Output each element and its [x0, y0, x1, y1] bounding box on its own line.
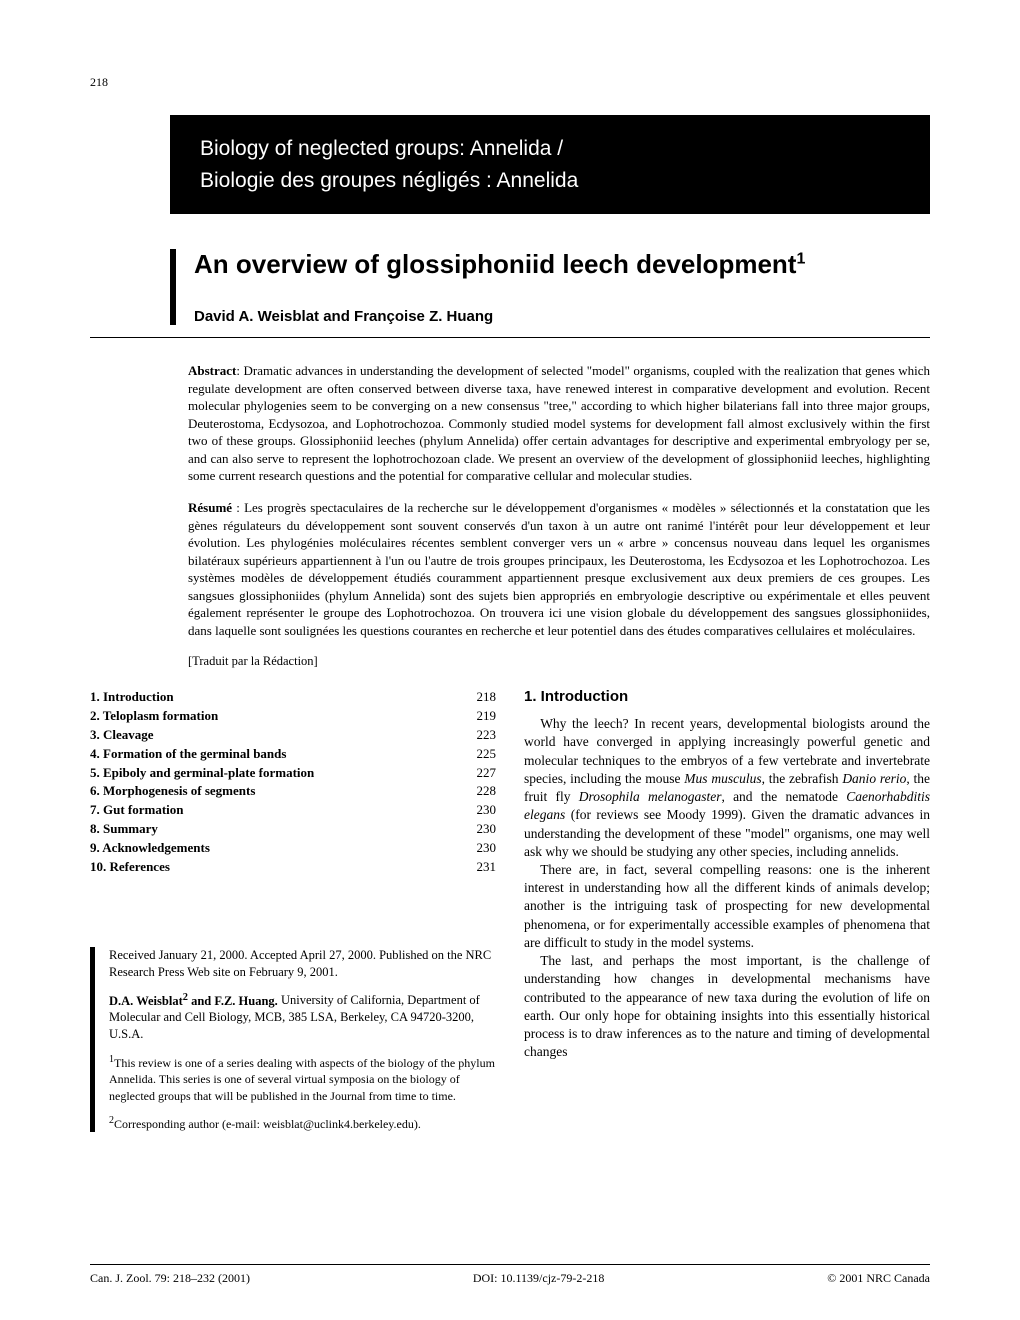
footer-citation: Can. J. Zool. 79: 218–232 (2001) [90, 1271, 250, 1286]
series-banner: Biology of neglected groups: Annelida / … [170, 115, 930, 214]
abstract-block: Abstract: Dramatic advances in understan… [188, 362, 930, 670]
title-footnote-mark: 1 [796, 250, 805, 267]
body-text: (for reviews see Moody 1999). Given the … [524, 807, 930, 858]
page-number: 218 [90, 75, 108, 90]
series-line-2: Biologie des groupes négligés : Annelida [200, 165, 900, 197]
toc-label: 10. References [90, 858, 448, 877]
title-text: An overview of glossiphoniid leech devel… [194, 249, 796, 279]
toc-page: 230 [448, 801, 496, 820]
horizontal-rule [90, 337, 930, 338]
abstract-label: Abstract [188, 363, 236, 378]
resume-label: Résumé [188, 500, 232, 515]
toc-row: 3. Cleavage223 [90, 726, 496, 745]
species-name: Drosophila melanogaster [579, 789, 722, 804]
toc-label: 2. Teloplasm formation [90, 707, 448, 726]
toc-page: 223 [448, 726, 496, 745]
footnote-2-text: Corresponding author (e-mail: weisblat@u… [114, 1117, 421, 1131]
two-column-body: 1. Introduction218 2. Teloplasm formatio… [90, 688, 930, 1132]
article-info-box: Received January 21, 2000. Accepted Apri… [90, 947, 496, 1132]
footnote-1: 1This review is one of a series dealing … [109, 1053, 496, 1104]
affiliation-line: D.A. Weisblat2 and F.Z. Huang. Universit… [109, 990, 496, 1043]
section-heading-introduction: 1. Introduction [524, 688, 930, 705]
toc-label: 1. Introduction [90, 688, 448, 707]
toc-row: 7. Gut formation230 [90, 801, 496, 820]
resume-text: : Les progrès spectaculaires de la reche… [188, 500, 930, 638]
article-title: An overview of glossiphoniid leech devel… [194, 249, 930, 280]
toc-row: 9. Acknowledgements230 [90, 839, 496, 858]
footnote-2: 2Corresponding author (e-mail: weisblat@… [109, 1114, 496, 1132]
page-footer: Can. J. Zool. 79: 218–232 (2001) DOI: 10… [90, 1264, 930, 1286]
right-column: 1. Introduction Why the leech? In recent… [524, 688, 930, 1132]
toc-label: 5. Epiboly and germinal-plate formation [90, 764, 448, 783]
series-line-1: Biology of neglected groups: Annelida / [200, 133, 900, 165]
toc-label: 9. Acknowledgements [90, 839, 448, 858]
toc-label: 4. Formation of the germinal bands [90, 745, 448, 764]
body-text: , the zebrafish [762, 771, 843, 786]
toc-label: 6. Morphogenesis of segments [90, 782, 448, 801]
species-name: Mus musculus [684, 771, 761, 786]
footnote-1-text: This review is one of a series dealing w… [109, 1056, 495, 1102]
toc-label: 7. Gut formation [90, 801, 448, 820]
toc-row: 10. References231 [90, 858, 496, 877]
toc-row: 8. Summary230 [90, 820, 496, 839]
toc-page: 225 [448, 745, 496, 764]
toc-page: 228 [448, 782, 496, 801]
body-paragraph: Why the leech? In recent years, developm… [524, 715, 930, 861]
toc-row: 1. Introduction218 [90, 688, 496, 707]
body-paragraph: The last, and perhaps the most important… [524, 952, 930, 1061]
title-block: An overview of glossiphoniid leech devel… [170, 249, 930, 325]
toc-label: 3. Cleavage [90, 726, 448, 745]
toc-page: 230 [448, 820, 496, 839]
left-column: 1. Introduction218 2. Teloplasm formatio… [90, 688, 496, 1132]
toc-row: 2. Teloplasm formation219 [90, 707, 496, 726]
toc-page: 219 [448, 707, 496, 726]
received-line: Received January 21, 2000. Accepted Apri… [109, 947, 496, 981]
table-of-contents: 1. Introduction218 2. Teloplasm formatio… [90, 688, 496, 876]
abstract-text: : Dramatic advances in understanding the… [188, 363, 930, 483]
footer-doi: DOI: 10.1139/cjz-79-2-218 [473, 1271, 605, 1286]
affil-name1: D.A. Weisblat [109, 994, 183, 1008]
author-list: David A. Weisblat and Françoise Z. Huang [194, 308, 930, 325]
toc-row: 4. Formation of the germinal bands225 [90, 745, 496, 764]
footer-copyright: © 2001 NRC Canada [827, 1271, 930, 1286]
toc-page: 227 [448, 764, 496, 783]
abstract-paragraph: Abstract: Dramatic advances in understan… [188, 362, 930, 485]
translation-note: [Traduit par la Rédaction] [188, 653, 930, 670]
toc-row: 5. Epiboly and germinal-plate formation2… [90, 764, 496, 783]
body-text: , and the nematode [721, 789, 846, 804]
species-name: Danio rerio [842, 771, 906, 786]
resume-paragraph: Résumé : Les progrès spectaculaires de l… [188, 499, 930, 639]
toc-page: 231 [448, 858, 496, 877]
toc-page: 218 [448, 688, 496, 707]
toc-page: 230 [448, 839, 496, 858]
toc-label: 8. Summary [90, 820, 448, 839]
affil-rest: and F.Z. Huang. [188, 994, 278, 1008]
body-paragraph: There are, in fact, several compelling r… [524, 861, 930, 952]
toc-row: 6. Morphogenesis of segments228 [90, 782, 496, 801]
